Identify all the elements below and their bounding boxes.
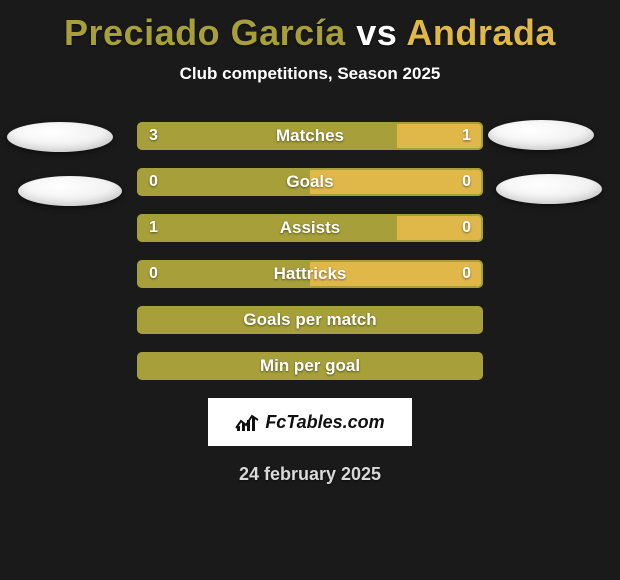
title-player2: Andrada (406, 12, 556, 53)
stat-row: Min per goal (137, 352, 483, 380)
page-title: Preciado García vs Andrada (0, 0, 620, 54)
stat-label: Min per goal (137, 352, 483, 380)
decorative-oval (496, 174, 602, 204)
stat-label: Matches (137, 122, 483, 150)
title-vs: vs (356, 12, 397, 53)
decorative-oval (488, 120, 594, 150)
stat-label: Hattricks (137, 260, 483, 288)
stat-label: Goals per match (137, 306, 483, 334)
stat-value-left: 3 (149, 122, 158, 150)
logo-text: FcTables.com (265, 412, 384, 433)
stat-value-right: 0 (462, 260, 471, 288)
chart-icon (235, 412, 259, 432)
subtitle: Club competitions, Season 2025 (0, 64, 620, 84)
stat-row: Assists1 0 (137, 214, 483, 242)
decorative-oval (7, 122, 113, 152)
stat-label: Assists (137, 214, 483, 242)
title-player1: Preciado García (64, 12, 346, 53)
stat-value-left: 0 (149, 260, 158, 288)
stat-row: Hattricks0 0 (137, 260, 483, 288)
stat-value-left: 0 (149, 168, 158, 196)
stat-row: Goals0 0 (137, 168, 483, 196)
site-logo: FcTables.com (208, 398, 412, 446)
date-line: 24 february 2025 (0, 464, 620, 485)
stat-value-left: 1 (149, 214, 158, 242)
comparison-chart: Matches31Goals00Assists10Hattricks00Goal… (137, 122, 483, 380)
stat-row: Matches3 1 (137, 122, 483, 150)
stat-value-right: 0 (462, 214, 471, 242)
stat-value-right: 1 (462, 122, 471, 150)
stat-value-right: 0 (462, 168, 471, 196)
stat-row: Goals per match (137, 306, 483, 334)
decorative-oval (18, 176, 122, 206)
stat-label: Goals (137, 168, 483, 196)
